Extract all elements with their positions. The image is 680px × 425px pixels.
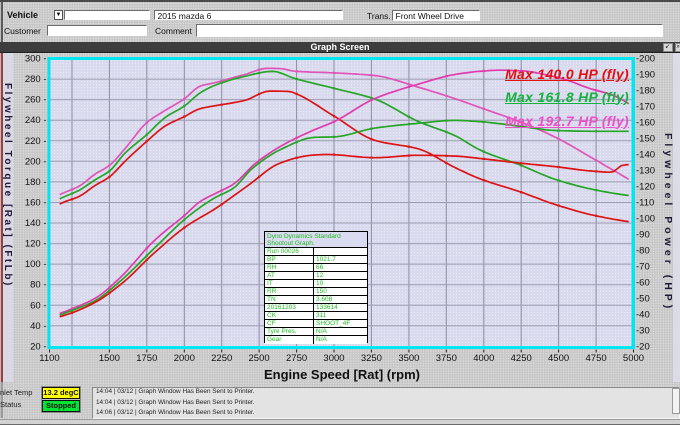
svg-text:Engine Speed [Rat] (rpm): Engine Speed [Rat] (rpm) [264,367,420,382]
svg-text:160 -: 160 - [25,198,47,209]
svg-text:-30: -30 [636,325,650,336]
svg-text:-70: -70 [636,261,650,272]
svg-text:2750: 2750 [286,353,307,364]
svg-text:-170: -170 [636,102,655,113]
svg-text:-90: -90 [636,229,650,240]
svg-text:-40: -40 [636,309,650,320]
svg-text:280 -: 280 - [25,74,47,85]
svg-text:4500: 4500 [548,353,569,364]
svg-text:-200: -200 [636,54,655,65]
svg-text:60 -: 60 - [30,300,46,311]
svg-text:-110: -110 [636,197,654,208]
svg-text:3000: 3000 [323,353,344,364]
svg-text:-100: -100 [636,213,655,224]
svg-text:260 -: 260 - [25,95,47,106]
svg-text:1500: 1500 [99,353,120,364]
svg-text:-20: -20 [636,341,650,352]
svg-text:-160: -160 [636,118,655,129]
svg-text:-60: -60 [636,277,650,288]
svg-text:-150: -150 [636,134,655,145]
svg-text:-180: -180 [636,86,655,97]
svg-text:-80: -80 [636,245,650,256]
svg-text:-190: -190 [636,70,655,81]
svg-text:5000: 5000 [623,353,644,364]
svg-text:3250: 3250 [361,353,382,364]
svg-text:140 -: 140 - [25,218,47,229]
svg-text:2250: 2250 [211,353,232,364]
svg-text:-120: -120 [636,182,655,193]
svg-text:4250: 4250 [511,353,532,364]
svg-text:220 -: 220 - [25,136,47,147]
svg-text:-140: -140 [636,150,655,161]
svg-text:100 -: 100 - [25,259,47,270]
svg-text:40 -: 40 - [30,321,46,332]
svg-text:20 -: 20 - [30,341,46,352]
svg-text:120 -: 120 - [25,239,47,250]
svg-text:2000: 2000 [174,353,195,364]
svg-text:300 -: 300 - [25,54,47,65]
svg-text:1750: 1750 [136,353,157,364]
svg-text:180 -: 180 - [25,177,47,188]
svg-text:80 -: 80 - [30,280,46,291]
svg-text:240 -: 240 - [25,115,47,126]
svg-text:200 -: 200 - [25,156,47,167]
svg-text:-50: -50 [636,293,650,304]
svg-text:-130: -130 [636,166,655,177]
svg-text:1100: 1100 [39,353,59,364]
svg-text:3750: 3750 [436,353,457,364]
svg-text:2500: 2500 [249,353,270,364]
svg-text:4750: 4750 [586,353,607,364]
svg-text:3500: 3500 [398,353,419,364]
svg-text:4000: 4000 [473,353,494,364]
